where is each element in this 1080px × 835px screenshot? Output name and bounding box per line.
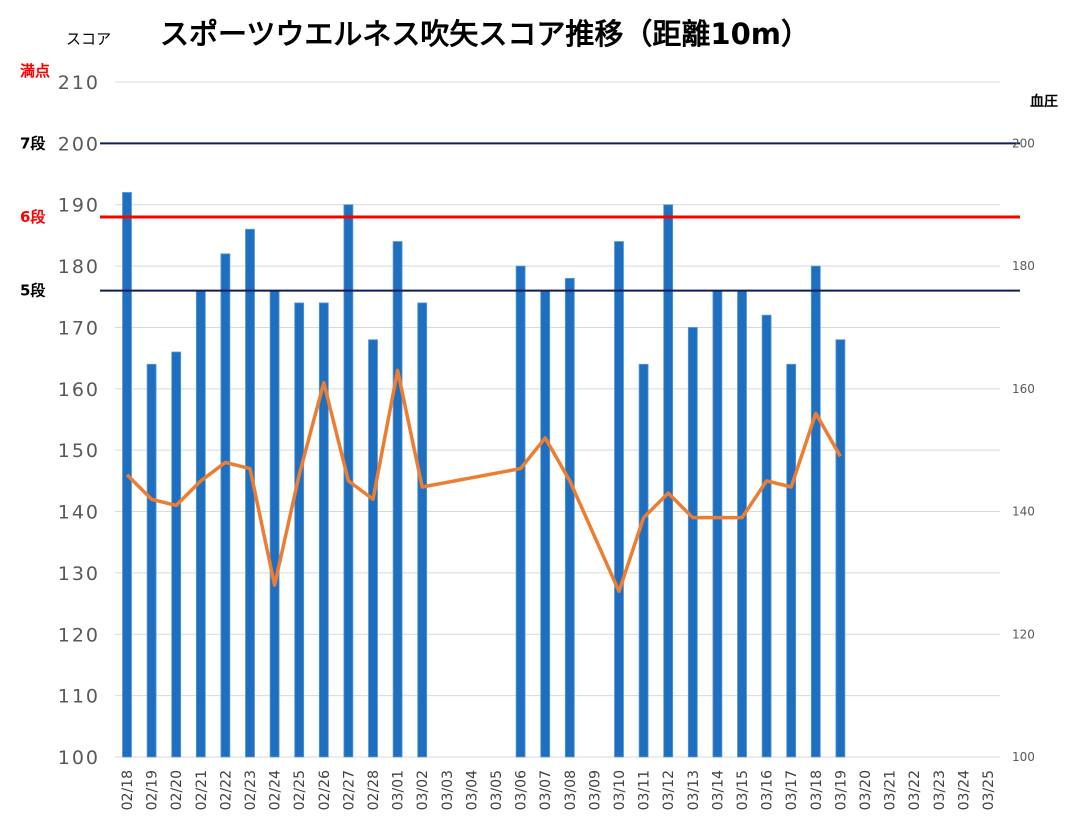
x-tick-label: 03/15 xyxy=(735,770,751,810)
x-tick-label: 03/02 xyxy=(415,770,431,810)
score-bar xyxy=(687,327,698,758)
x-tick-label: 03/13 xyxy=(686,770,702,810)
score-bar xyxy=(515,265,526,758)
x-tick-label: 02/25 xyxy=(292,770,308,810)
x-tick-label: 02/24 xyxy=(268,770,284,810)
score-bar xyxy=(663,204,674,758)
y-tick-label: 170 xyxy=(58,317,100,339)
score-bar xyxy=(810,265,821,758)
x-tick-label: 02/28 xyxy=(366,770,382,810)
x-tick-label: 03/08 xyxy=(563,770,579,810)
score-bar xyxy=(195,290,206,758)
y2-tick-label: 140 xyxy=(1012,505,1035,519)
score-bar xyxy=(294,302,305,758)
score-bar xyxy=(614,241,624,758)
x-tick-label: 03/16 xyxy=(760,770,776,810)
y-tick-label: 120 xyxy=(58,624,100,646)
y-tick-label: 180 xyxy=(58,256,100,278)
x-tick-label: 03/22 xyxy=(907,770,923,810)
x-tick-label: 03/23 xyxy=(932,770,948,810)
y-tick-label: 160 xyxy=(58,379,100,401)
score-bar xyxy=(269,290,280,758)
chart-title: スポーツウエルネス吹矢スコア推移（距離10m） xyxy=(160,17,810,51)
score-bar xyxy=(737,290,747,758)
score-bar xyxy=(146,363,157,758)
x-tick-label: 03/17 xyxy=(784,770,800,810)
score-bar xyxy=(245,228,255,758)
score-bars xyxy=(122,192,846,758)
x-tick-label: 03/19 xyxy=(833,770,849,810)
x-tick-label: 02/18 xyxy=(120,770,136,810)
y2-tick-label: 100 xyxy=(1012,750,1035,764)
y-tick-label: 100 xyxy=(58,747,100,769)
score-bar xyxy=(171,351,182,758)
y-tick-label: 140 xyxy=(58,502,100,524)
score-bar xyxy=(318,302,329,758)
score-bar xyxy=(540,290,551,758)
score-bar xyxy=(392,241,403,758)
y-tick-label: 150 xyxy=(58,440,100,462)
score-bar xyxy=(712,290,723,758)
x-tick-label: 02/27 xyxy=(341,770,357,810)
score-bar xyxy=(835,339,846,758)
x-tick-label: 03/25 xyxy=(981,770,997,810)
blood-pressure-line xyxy=(125,368,842,594)
x-tick-label: 03/04 xyxy=(464,770,480,810)
reference-labels: 満点 7段 6段 5段 xyxy=(20,62,50,300)
y2-tick-label: 180 xyxy=(1012,259,1035,273)
y-tick-label: 190 xyxy=(58,195,100,217)
x-tick-label: 02/20 xyxy=(169,770,185,810)
y2-tick-label: 160 xyxy=(1012,382,1035,396)
rank-label: 5段 xyxy=(20,282,45,300)
y-axis-left: 100 110 120 130 140 150 160 170 180 190 200 210 xyxy=(58,72,100,769)
y-axis-right: 100 120 140 160 180 200 xyxy=(1012,136,1035,764)
x-tick-label: 03/14 xyxy=(710,770,726,810)
x-tick-label: 03/07 xyxy=(538,770,554,810)
y2-tick-label: 120 xyxy=(1012,627,1035,641)
y2-axis-title: 血圧 xyxy=(1030,93,1058,110)
x-axis: 02/18 02/19 02/20 02/21 02/22 02/23 02/24 02/25… xyxy=(120,770,997,810)
score-bar xyxy=(368,339,378,758)
score-bar xyxy=(638,363,649,758)
x-tick-label: 03/21 xyxy=(883,770,899,810)
y2-tick-label: 200 xyxy=(1012,136,1035,150)
y-tick-label: 110 xyxy=(58,686,100,708)
rank-label: 満点 xyxy=(20,62,50,80)
y-tick-label: 200 xyxy=(58,133,100,155)
x-tick-label: 03/10 xyxy=(612,770,628,810)
y-axis-title: スコア xyxy=(66,30,111,48)
x-tick-label: 02/22 xyxy=(218,770,234,810)
x-tick-label: 02/19 xyxy=(145,770,161,810)
x-tick-label: 03/05 xyxy=(489,770,505,810)
blood-pressure-series xyxy=(125,368,842,594)
score-bar xyxy=(417,302,428,758)
x-tick-label: 03/09 xyxy=(587,770,603,810)
x-tick-label: 03/18 xyxy=(809,770,825,810)
x-tick-label: 03/01 xyxy=(391,770,407,810)
rank-label: 6段 xyxy=(20,208,45,226)
x-tick-label: 03/06 xyxy=(514,770,530,810)
x-tick-label: 02/26 xyxy=(317,770,333,810)
x-tick-label: 03/11 xyxy=(637,770,653,810)
x-tick-label: 03/20 xyxy=(858,770,874,810)
reference-lines xyxy=(100,142,1020,292)
y-tick-label: 210 xyxy=(58,72,100,94)
x-tick-label: 02/23 xyxy=(243,770,259,810)
score-bar xyxy=(564,277,575,758)
score-bar xyxy=(786,363,797,758)
x-tick-label: 03/03 xyxy=(440,770,456,810)
y-tick-label: 130 xyxy=(58,563,100,585)
score-bar xyxy=(220,253,231,758)
score-bar xyxy=(761,314,772,758)
x-tick-label: 03/24 xyxy=(956,770,972,810)
x-tick-label: 02/21 xyxy=(194,770,210,810)
rank-label: 7段 xyxy=(20,134,45,152)
x-tick-label: 03/12 xyxy=(661,770,677,810)
